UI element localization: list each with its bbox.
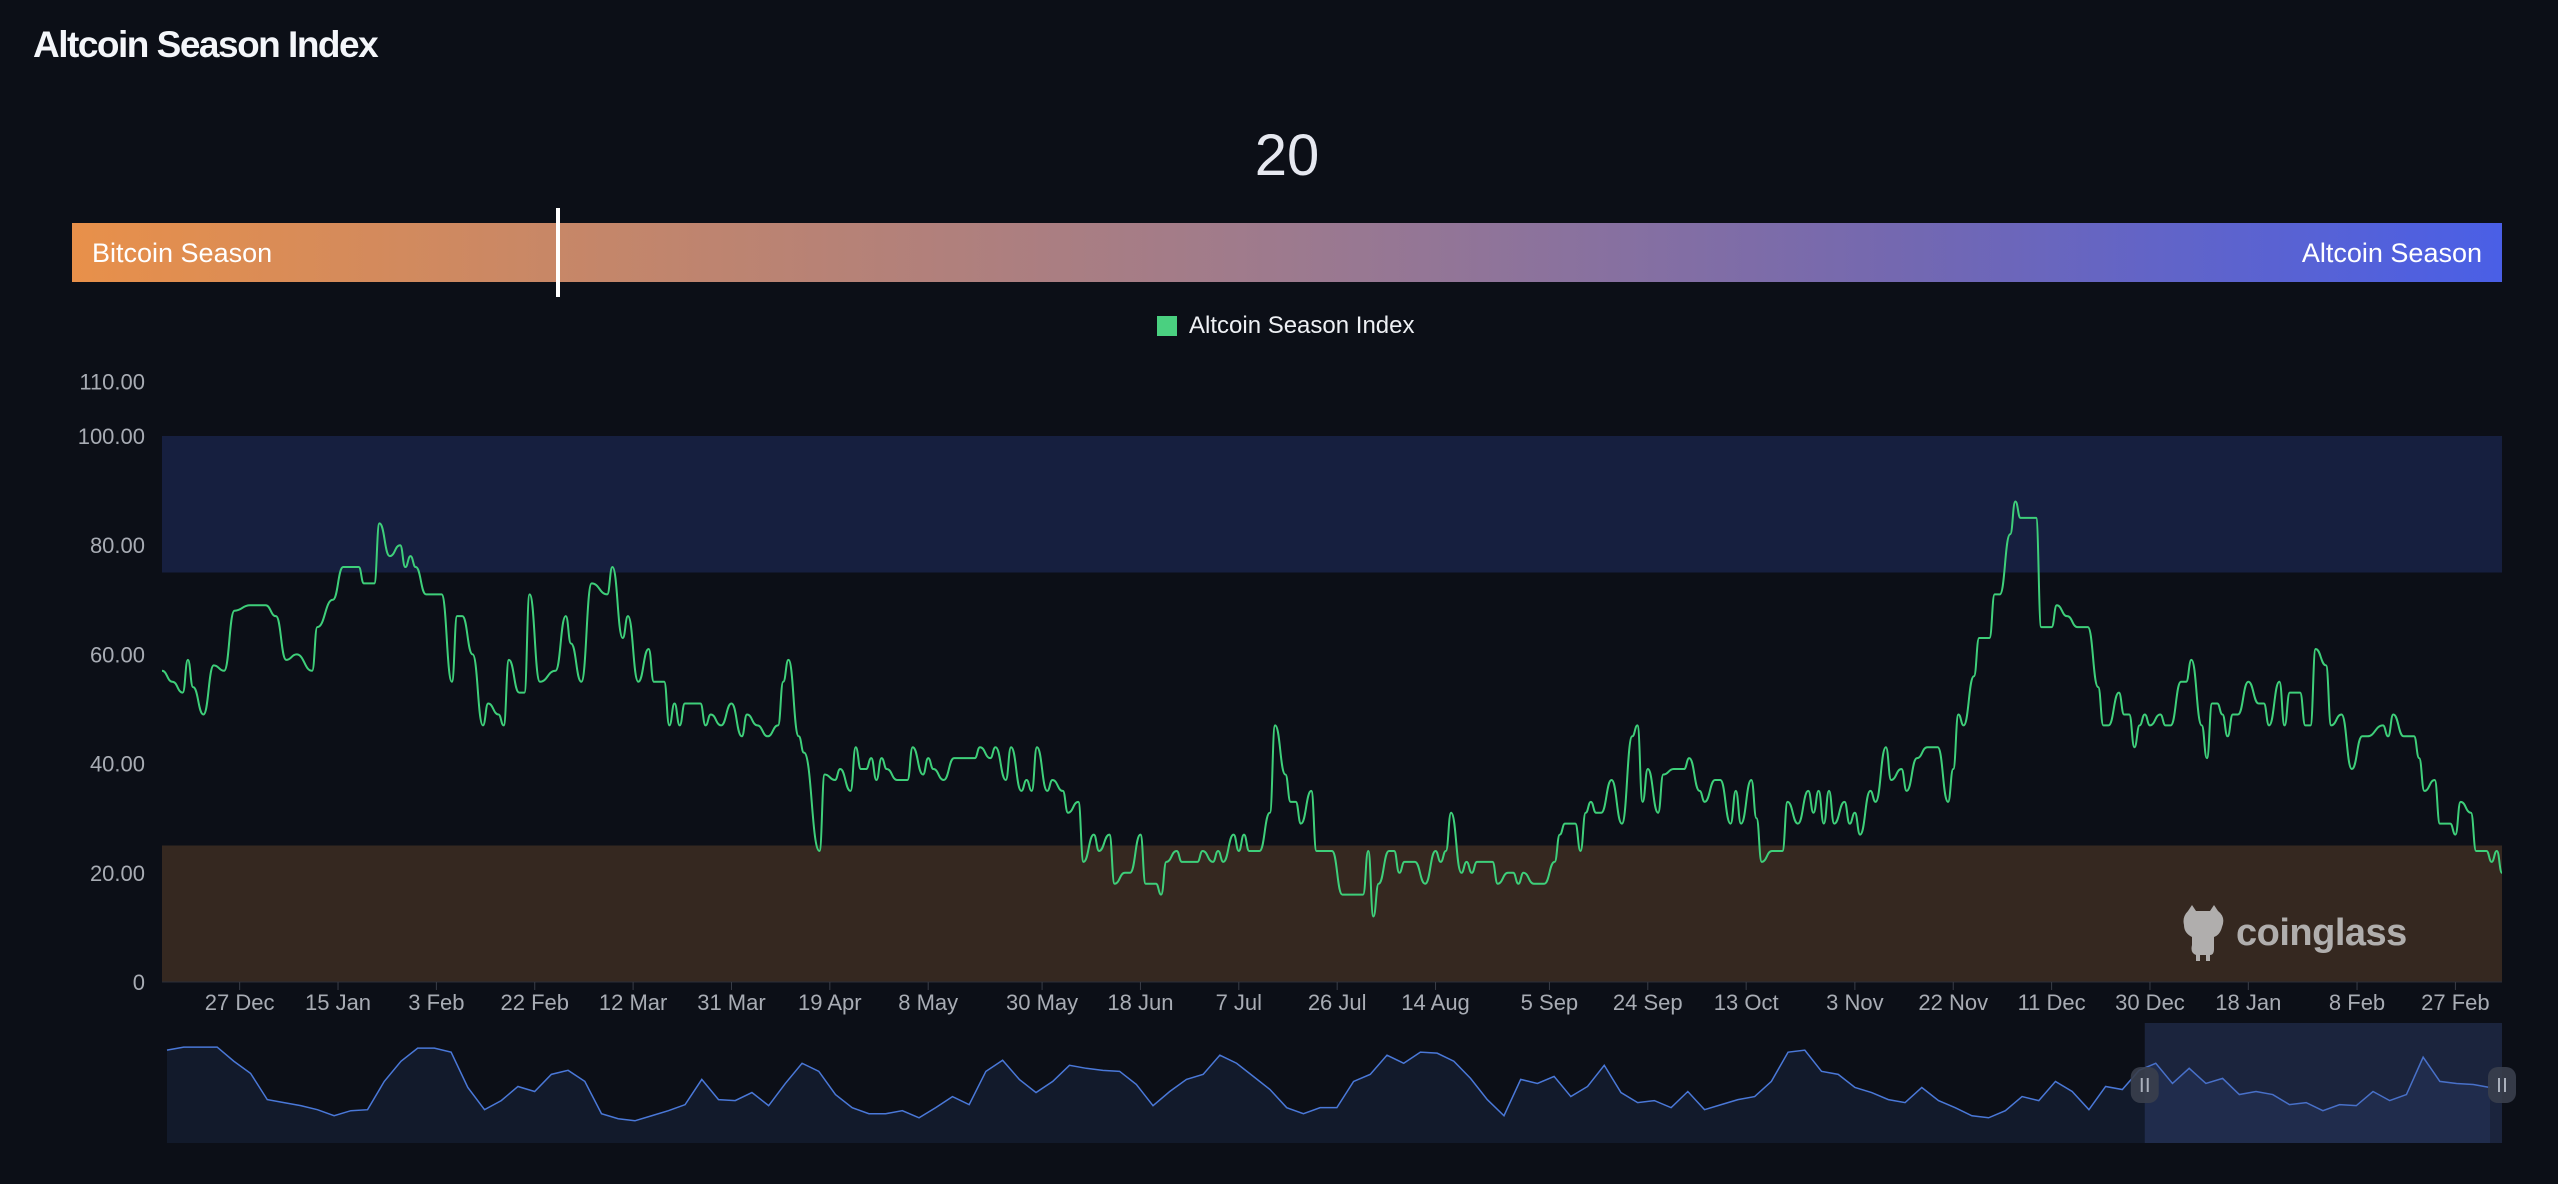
- x-tick-label: 8 Feb: [2329, 990, 2385, 1015]
- x-tick-label: 22 Feb: [500, 990, 569, 1015]
- x-tick-label: 12 Mar: [599, 990, 667, 1015]
- x-tick-label: 8 May: [898, 990, 958, 1015]
- x-tick-label: 26 Jul: [1308, 990, 1367, 1015]
- y-tick-label: 60.00: [90, 642, 145, 667]
- x-axis: 27 Dec 15 Jan 3 Feb 22 Feb 12 Mar 31 Mar 19 Ap…: [162, 981, 2502, 1015]
- y-tick-label: 110.00: [79, 369, 145, 394]
- x-tick-label: 3 Nov: [1826, 990, 1883, 1015]
- navigator-area: [167, 1047, 2490, 1143]
- x-tick-label: 27 Feb: [2421, 990, 2490, 1015]
- navigator-line: [166, 1046, 2491, 1122]
- legend-swatch-icon: [1157, 316, 1177, 336]
- coinglass-watermark: coinglass: [2180, 905, 2407, 961]
- x-tick-label: 13 Oct: [1714, 990, 1779, 1015]
- x-tick-label: 30 May: [1006, 990, 1078, 1015]
- x-tick-label: 30 Dec: [2115, 990, 2185, 1015]
- altcoin-season-band: [162, 436, 2502, 573]
- navigator-handle-left[interactable]: [2130, 1067, 2159, 1103]
- bitcoin-season-band: [162, 845, 2502, 982]
- zone-bands: [162, 436, 2502, 982]
- navigator-handle-right[interactable]: [2488, 1067, 2516, 1103]
- gauge-value: 20: [1254, 123, 1320, 188]
- navigator: [166, 1023, 2516, 1143]
- x-tick-label: 14 Aug: [1401, 990, 1470, 1015]
- season-gauge-bar: Bitcoin Season Altcoin Season: [72, 223, 2502, 282]
- legend-item[interactable]: Altcoin Season Index: [1157, 312, 1414, 340]
- x-tick-label: 7 Jul: [1216, 990, 1262, 1015]
- x-tick-label: 22 Nov: [1918, 990, 1988, 1015]
- x-tick-label: 19 Apr: [798, 990, 862, 1015]
- y-tick-label: 40.00: [90, 752, 145, 777]
- x-tick-label: 5 Sep: [1521, 990, 1579, 1015]
- navigator-selection[interactable]: [2144, 1023, 2502, 1143]
- y-axis: 0 20.00 40.00 60.00 80.00 100.00 110.00: [78, 369, 145, 995]
- y-tick-label: 80.00: [90, 533, 145, 558]
- y-tick-label: 100.00: [78, 424, 145, 449]
- x-tick-label: 15 Jan: [305, 990, 371, 1015]
- x-tick-label: 27 Dec: [205, 990, 275, 1015]
- x-tick-label: 31 Mar: [697, 990, 765, 1015]
- handle-body: [2130, 1067, 2159, 1103]
- legend-label: Altcoin Season Index: [1189, 312, 1415, 339]
- y-tick-label: 20.00: [90, 861, 145, 886]
- x-tick-label: 18 Jun: [1107, 990, 1173, 1015]
- x-tick-label: 18 Jan: [2215, 990, 2281, 1015]
- x-tick-label: 3 Feb: [408, 990, 464, 1015]
- altcoin-season-label: Altcoin Season: [2301, 238, 2482, 268]
- x-tick-label: 11 Dec: [2018, 990, 2086, 1015]
- watermark-text: coinglass: [2236, 911, 2407, 954]
- handle-body: [2488, 1067, 2516, 1103]
- y-tick-label: 0: [133, 970, 145, 995]
- coinglass-mascot-icon: [2183, 905, 2224, 961]
- bitcoin-season-label: Bitcoin Season: [92, 238, 273, 268]
- page-title: Altcoin Season Index: [33, 24, 379, 65]
- series-layer: [161, 500, 2503, 918]
- x-tick-label: 24 Sep: [1613, 990, 1683, 1015]
- gauge-marker: [556, 208, 560, 297]
